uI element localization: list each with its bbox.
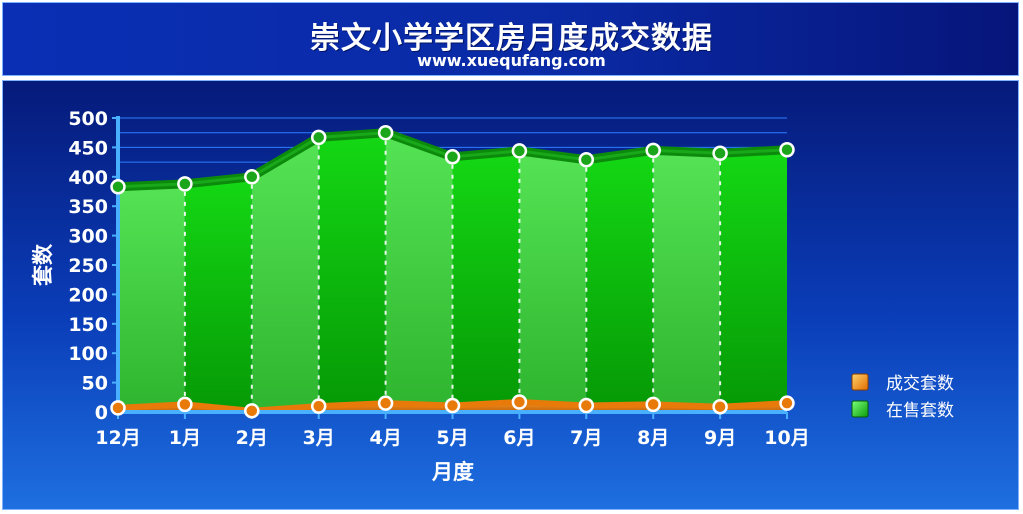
sale-point — [110, 179, 126, 195]
sale-area-band — [318, 132, 386, 407]
x-tick-label: 1月 — [169, 427, 201, 449]
sale-area-band — [720, 149, 787, 407]
sale-point — [310, 129, 327, 146]
y-tick-label: 200 — [68, 284, 108, 306]
sale-point — [444, 149, 461, 165]
x-tick-label: 10月 — [764, 427, 809, 449]
label-layer: 0 50 100 150 200 250 300 350 400 450 500 12月 1月 2月 3月 4… — [68, 108, 809, 449]
sale-point — [578, 151, 595, 168]
x-tick-label: 4月 — [369, 427, 401, 449]
y-tick-label: 0 — [95, 402, 108, 424]
deal-point — [712, 398, 728, 415]
x-tick-label: 3月 — [303, 427, 335, 449]
sale-area-band — [653, 150, 721, 407]
area-layer — [113, 128, 792, 414]
legend: 成交套数 在售套数 — [851, 373, 954, 421]
deal-point — [177, 396, 193, 413]
deal-point — [578, 397, 595, 414]
x-tick-label: 2月 — [236, 427, 268, 449]
y-tick-label: 300 — [68, 226, 108, 248]
sale-point — [645, 142, 661, 159]
sale-point — [244, 169, 260, 185]
y-tick-label: 250 — [68, 255, 108, 277]
y-tick-label: 450 — [68, 137, 108, 159]
y-tick-label: 500 — [68, 108, 108, 130]
sale-area-band — [251, 137, 319, 411]
legend-label-for-sale: 在售套数 — [886, 401, 954, 421]
x-tick-label: 9月 — [704, 427, 736, 449]
chart-title: 崇文小学学区房月度成交数据 — [310, 21, 713, 56]
deal-point — [377, 395, 394, 411]
deal-point — [110, 400, 126, 416]
deal-point — [645, 396, 661, 413]
sale-point — [712, 145, 728, 162]
sale-area-band — [184, 176, 252, 411]
x-tick-label: 5月 — [436, 427, 468, 449]
x-tick-label: 6月 — [503, 427, 535, 449]
x-axis-title: 月度 — [431, 460, 474, 484]
legend-label-deals: 成交套数 — [886, 374, 954, 394]
sale-area-band — [519, 150, 587, 406]
chart-subtitle: www.xuequfang.com — [417, 51, 606, 70]
x-tick-label: 8月 — [637, 427, 669, 449]
sale-area-band — [452, 150, 520, 406]
legend-swatch-deals — [851, 373, 869, 391]
sale-area-band — [385, 132, 453, 406]
y-axis-title: 套数 — [31, 243, 55, 286]
x-tick-label: 12月 — [95, 427, 140, 449]
y-tick-label: 50 — [82, 373, 108, 395]
y-tick-label: 350 — [68, 196, 108, 218]
sale-area-band — [586, 150, 654, 406]
sale-point — [377, 124, 394, 141]
legend-swatch-for-sale — [851, 400, 869, 418]
sale-point — [177, 176, 193, 192]
sale-point — [511, 143, 528, 159]
chart-header: 崇文小学学区房月度成交数据 www.xuequfang.com — [2, 2, 1019, 76]
deal-point — [244, 403, 260, 419]
y-tick-label: 400 — [68, 167, 108, 189]
deal-point — [779, 395, 795, 411]
sale-point — [779, 142, 795, 158]
deal-point — [444, 397, 461, 414]
marker-layer — [110, 124, 795, 419]
sale-area-band — [118, 183, 185, 408]
deal-point — [511, 394, 528, 410]
y-tick-label: 100 — [68, 343, 108, 365]
y-tick-label: 150 — [68, 314, 108, 336]
deal-point — [310, 398, 327, 414]
x-tick-label: 7月 — [570, 427, 602, 449]
